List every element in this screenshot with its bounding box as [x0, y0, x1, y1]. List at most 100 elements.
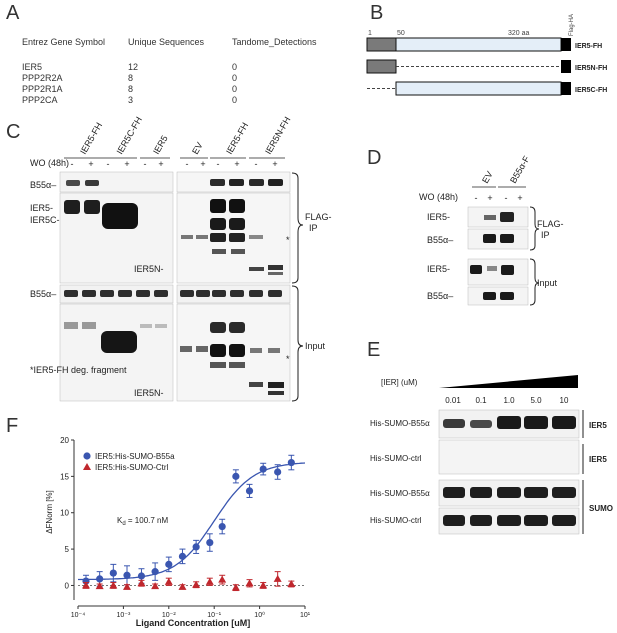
table-cell: 8: [128, 83, 134, 94]
footnote: *IER5-FH deg. fragment: [30, 365, 127, 375]
bracket-label: Input: [537, 278, 558, 288]
band: [196, 235, 208, 239]
n-terminal-domain: [366, 59, 397, 74]
band: [524, 515, 548, 526]
data-point: [231, 583, 240, 591]
concentration-value: 10: [560, 396, 569, 405]
table-cell: PPP2CA: [22, 94, 58, 105]
panel-label-c: C: [6, 121, 21, 143]
kd-symbol: K: [117, 516, 123, 525]
table-cell: 3: [128, 94, 134, 105]
band: [501, 265, 514, 275]
band: [483, 292, 496, 300]
table-header-row: Entrez Gene Symbol Unique Sequences Tand…: [22, 37, 317, 61]
flag-ha-tag: [561, 82, 571, 95]
data-point: [151, 568, 159, 576]
band: [268, 348, 280, 353]
band: [64, 290, 78, 297]
concentration-value: 5.0: [530, 396, 542, 405]
c-terminal-domain: [395, 37, 562, 52]
band: [268, 179, 283, 186]
kd-value: = 100.7 nM: [126, 516, 169, 525]
data-point: [109, 581, 118, 589]
band: [229, 233, 245, 242]
band: [249, 267, 264, 271]
concentration-label: [IER] (uM): [381, 378, 418, 387]
band: [118, 290, 132, 297]
band: [500, 212, 514, 222]
lane-group-label: IER5-FH: [224, 121, 250, 156]
panel-label-d: D: [367, 147, 382, 169]
construct-label: IER5-FH: [575, 43, 602, 50]
x-tick-label: 10⁻³: [116, 612, 130, 619]
band: [196, 346, 208, 352]
panel-label-b: B: [370, 2, 384, 24]
y-tick-label: 5: [65, 545, 70, 554]
x-tick-label: 10¹: [300, 612, 311, 619]
tick-label-50: 50: [397, 30, 405, 37]
bracket-label: FLAG-: [537, 219, 564, 229]
legend: IER5:His-SUMO-B55a IER5:His-SUMO-Ctrl: [83, 452, 175, 472]
band: [268, 382, 284, 388]
data-point: [95, 582, 104, 590]
wo-label: WO (48h): [419, 192, 458, 202]
data-point: [122, 582, 131, 590]
table-row: PPP2R2A 8 0: [22, 72, 317, 83]
wo-sign: +: [124, 159, 129, 169]
data-point: [287, 580, 296, 587]
wo-sign: -: [475, 193, 478, 203]
row-label: IER5N-: [134, 388, 164, 398]
lane-group-label: IER5N-FH: [263, 115, 292, 156]
construct-label: IER5N-FH: [575, 65, 607, 72]
kd-annotation: Kd = 100.7 nM: [117, 516, 168, 527]
data-point: [218, 522, 226, 531]
data-point: [151, 582, 160, 590]
wo-sign: +: [200, 159, 205, 169]
concentration-wedge: [439, 375, 578, 388]
band: [155, 324, 167, 328]
bracket-input: [291, 285, 304, 402]
band: [210, 233, 226, 242]
legend-label: IER5:His-SUMO-Ctrl: [95, 463, 169, 472]
legend-label: IER5:His-SUMO-B55a: [95, 452, 175, 461]
data-point: [123, 571, 131, 579]
wo-sign: +: [158, 159, 163, 169]
band: [249, 179, 264, 186]
table-row: PPP2CA 3 0: [22, 94, 317, 105]
band: [64, 200, 80, 214]
table-cell: IER5: [22, 61, 43, 72]
data-point: [205, 577, 214, 585]
band: [524, 416, 548, 429]
data-point: [274, 468, 282, 476]
mass-spec-table: Entrez Gene Symbol Unique Sequences Tand…: [22, 37, 317, 105]
bracket-flag-ip: [529, 206, 540, 251]
y-tick-label: 10: [60, 509, 69, 518]
band: [470, 515, 492, 526]
band: [500, 292, 514, 300]
wo-sign: +: [234, 159, 239, 169]
row-label: IER5N-: [134, 264, 164, 274]
band: [210, 362, 226, 368]
band: [230, 290, 244, 297]
blot-strip: [467, 206, 529, 228]
band: [249, 290, 263, 297]
row-label: His-SUMO-ctrl: [370, 454, 422, 463]
band: [470, 265, 482, 274]
lane-group-label: IER5-FH: [78, 121, 104, 156]
data-point: [96, 575, 104, 583]
construct-label: IER5C-FH: [575, 87, 607, 94]
lane-group-label: EV: [190, 141, 205, 156]
band: [470, 487, 492, 498]
band: [524, 487, 548, 498]
band: [64, 322, 78, 329]
band: [154, 290, 168, 297]
data-point: [165, 560, 173, 568]
legend-marker-triangle: [83, 463, 91, 470]
y-axis-label: ΔFNorm [%]: [45, 490, 54, 534]
band: [484, 215, 496, 220]
band: [500, 234, 514, 243]
band: [85, 180, 99, 186]
band: [140, 324, 152, 328]
western-blot-d: WO (48h) IER5- B55α– IER5- B55α– FLAG- I…: [419, 192, 564, 306]
